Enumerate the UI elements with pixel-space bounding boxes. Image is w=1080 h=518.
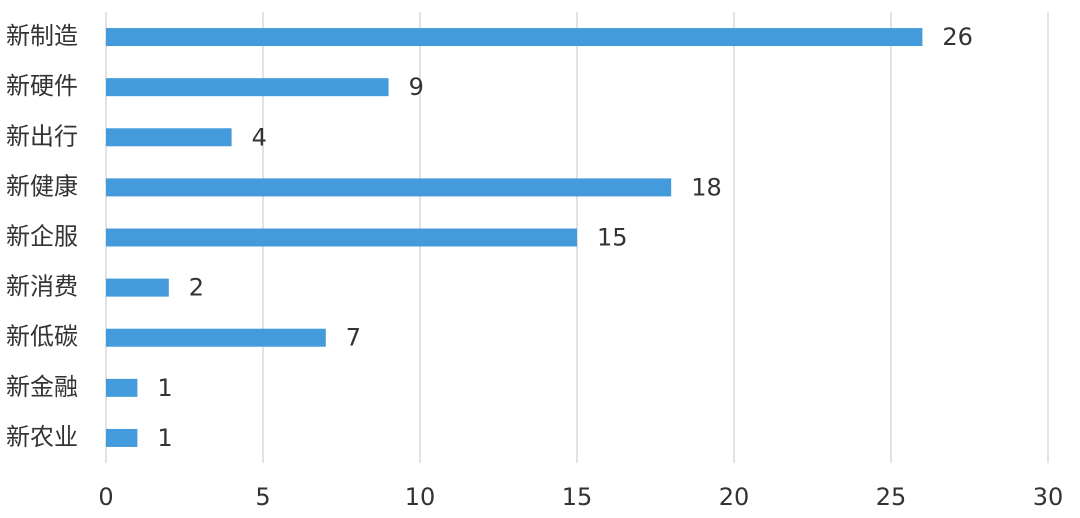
bar <box>106 428 138 447</box>
data-label: 15 <box>597 224 628 252</box>
bar <box>106 128 232 147</box>
data-label: 4 <box>252 123 267 151</box>
x-tick-label: 0 <box>98 483 113 511</box>
x-tick-label: 10 <box>405 483 436 511</box>
x-tick-label: 15 <box>562 483 593 511</box>
x-tick-label: 30 <box>1033 483 1064 511</box>
y-tick-label: 新消费 <box>6 273 78 301</box>
data-label: 7 <box>346 324 361 352</box>
data-label: 18 <box>691 173 722 201</box>
y-tick-label: 新出行 <box>6 122 78 150</box>
y-tick-label: 新低碳 <box>6 323 78 351</box>
y-tick-label: 新硬件 <box>6 72 78 100</box>
bar <box>106 78 389 97</box>
y-tick-label: 新企服 <box>6 223 78 251</box>
bar <box>106 178 672 197</box>
bar <box>106 278 169 297</box>
y-tick-label: 新金融 <box>6 373 78 401</box>
x-tick-label: 20 <box>719 483 750 511</box>
bar <box>106 28 923 47</box>
data-label: 2 <box>189 274 204 302</box>
data-label: 1 <box>157 374 172 402</box>
data-label: 9 <box>409 73 424 101</box>
bar <box>106 378 138 397</box>
y-tick-label: 新农业 <box>6 423 78 451</box>
x-tick-label: 25 <box>876 483 907 511</box>
y-tick-label: 新健康 <box>6 172 78 200</box>
bar <box>106 328 326 347</box>
y-tick-label: 新制造 <box>6 22 78 50</box>
bar <box>106 228 577 247</box>
x-tick-label: 5 <box>255 483 270 511</box>
data-label: 1 <box>157 424 172 452</box>
data-label: 26 <box>942 23 973 51</box>
